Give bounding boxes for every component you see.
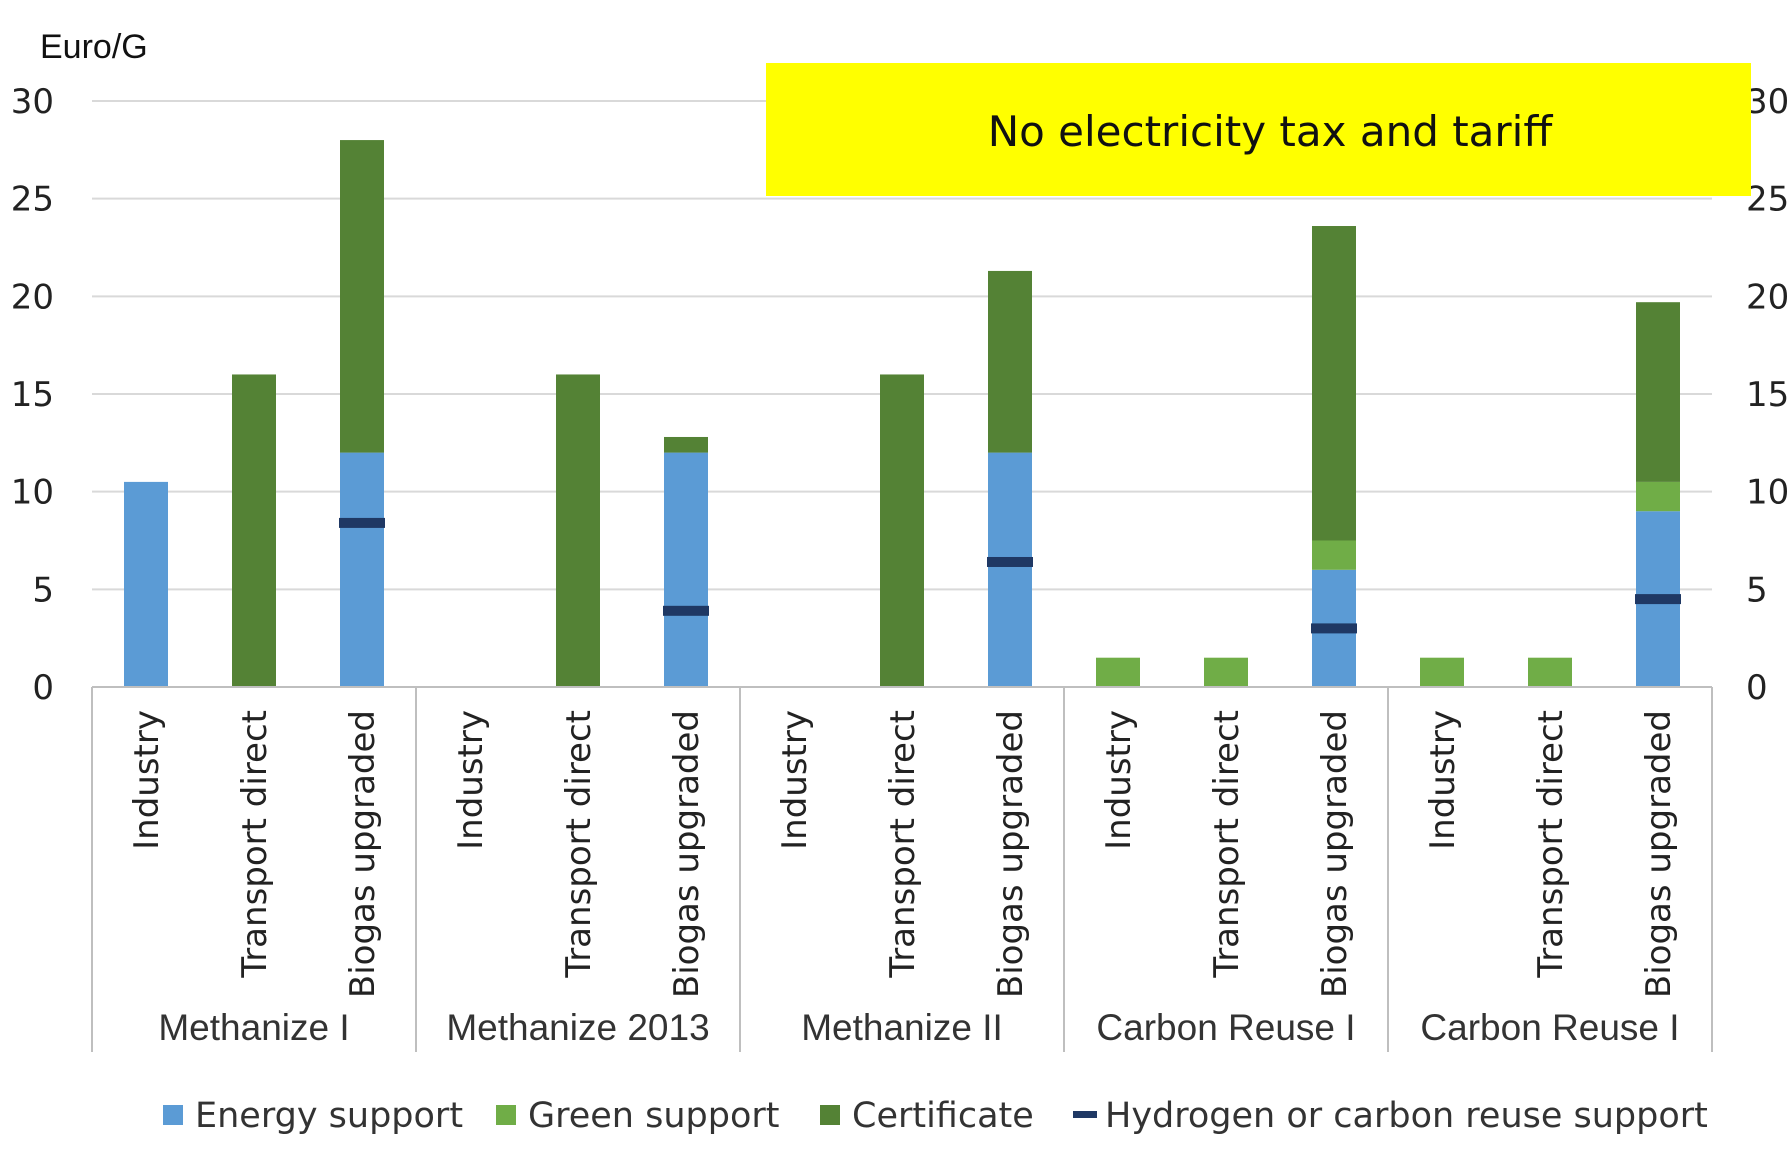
legend-label-certificate: Certificate [852,1096,1034,1136]
axes [91,686,1713,1052]
legend-swatch-certificate [820,1105,840,1125]
y-tick-label-right: 15 [1746,375,1789,415]
annotation-background [766,63,1751,196]
x-group-label: Methanize 2013 [446,1007,709,1048]
bar-segment-green [1528,657,1572,687]
legend-swatch-energy [163,1105,183,1125]
y-tick-label-right: 5 [1746,570,1768,610]
x-group-label: Carbon Reuse I [1096,1007,1355,1048]
annotation-box: No electricity tax and tariff [766,63,1751,196]
bar-segment-certificate [988,270,1032,453]
bar-segment-green [1096,657,1140,687]
bar-segment-certificate [556,374,600,687]
bar-segment-energy [124,481,168,687]
legend-label-green: Green support [528,1096,780,1136]
labels: 0 0 5 5 10 10 15 15 20 20 25 25 30 30 Industry Transpor… [11,82,1790,1048]
annotation-text: No electricity tax and tariff [988,107,1554,156]
x-category-label: Transport direct [1207,710,1247,979]
bar-segment-energy [988,452,1032,687]
x-category-label: Transport direct [1531,710,1571,979]
y-tick-label-right: 25 [1746,180,1789,220]
y-tick-label-left: 5 [32,570,54,610]
hydrogen-support-marker [663,605,709,616]
y-tick-label-left: 30 [11,82,54,122]
x-group-label: Methanize II [801,1007,1003,1048]
y-tick-label-left: 20 [11,277,54,317]
bar-segment-certificate [880,374,924,687]
x-category-label: Transport direct [235,710,275,979]
bar-segment-certificate [1636,302,1680,482]
legend-label-hydrogen: Hydrogen or carbon reuse support [1105,1096,1708,1136]
bar-segment-certificate [232,374,276,687]
x-category-label: Biogas upgraded [343,710,383,998]
y-tick-label-left: 25 [11,180,54,220]
x-group-label: Carbon Reuse I [1420,1007,1679,1048]
bars [124,140,1681,687]
hydrogen-support-marker [987,556,1033,567]
x-category-label: Industry [1099,710,1139,850]
bar-segment-green [1204,657,1248,687]
y-tick-label-left: 15 [11,375,54,415]
legend: Energy support Green support Certificate Hy… [163,1096,1708,1136]
y-tick-label-right: 0 [1746,668,1768,708]
y-axis-label: Euro/G [40,28,148,66]
x-category-label: Biogas upgraded [991,710,1031,998]
bar-segment-energy [664,452,708,687]
y-tick-label-right: 30 [1746,82,1789,122]
x-category-label: Biogas upgraded [667,710,707,998]
legend-label-energy: Energy support [195,1096,463,1136]
x-category-label: Industry [127,710,167,850]
x-category-label: Industry [1423,710,1463,850]
hydrogen-support-marker [339,517,385,528]
y-tick-label-right: 10 [1746,473,1789,513]
bar-segment-green [1420,657,1464,687]
bar-segment-certificate [1312,226,1356,541]
bar-segment-certificate [340,140,384,453]
y-tick-label-left: 10 [11,473,54,513]
x-category-label: Transport direct [559,710,599,979]
legend-swatch-hydrogen [1073,1111,1097,1118]
x-category-label: Biogas upgraded [1315,710,1355,998]
y-tick-label-left: 0 [32,668,54,708]
hydrogen-support-marker [1635,594,1681,605]
bar-segment-green [1636,481,1680,512]
bar-segment-green [1312,540,1356,570]
y-tick-label-right: 20 [1746,277,1789,317]
x-category-label: Industry [451,710,491,850]
x-category-label: Industry [775,710,815,850]
hydrogen-support-marker [1311,623,1357,634]
bar-segment-certificate [664,436,708,453]
x-group-label: Methanize I [158,1007,349,1048]
bar-segment-energy [340,452,384,687]
x-category-label: Transport direct [883,710,923,979]
legend-swatch-green [496,1105,516,1125]
x-category-label: Biogas upgraded [1639,710,1679,998]
